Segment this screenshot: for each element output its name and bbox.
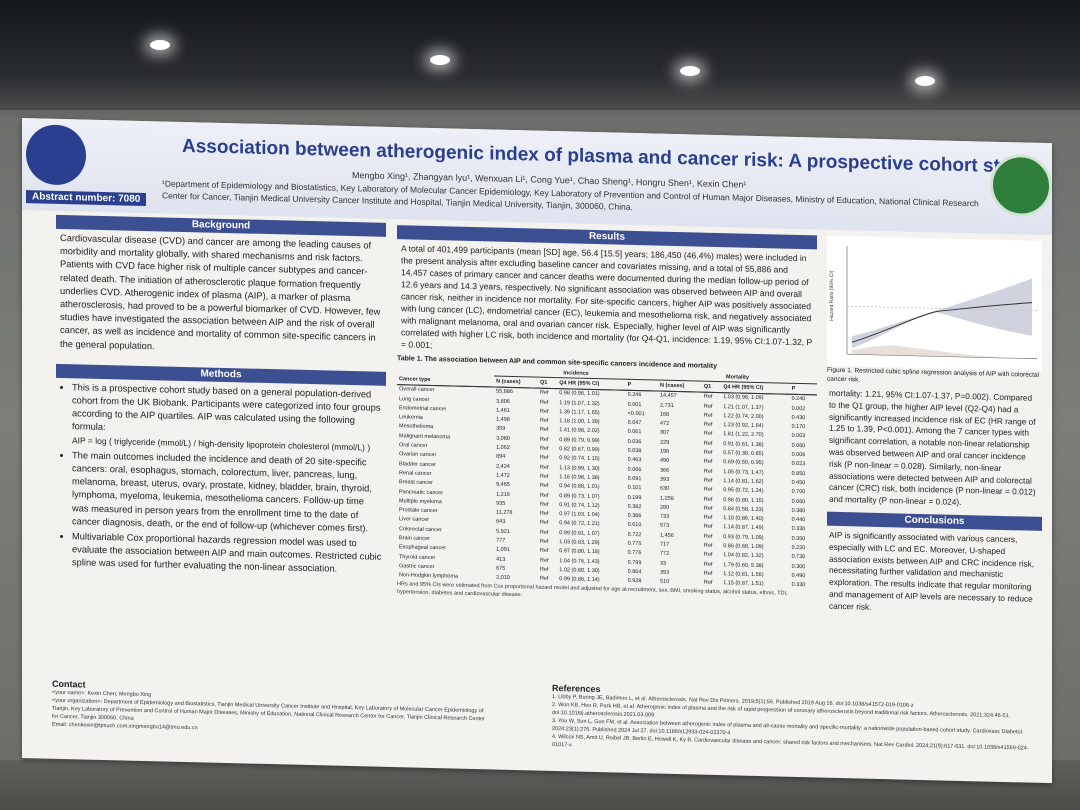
table-cell: Ref xyxy=(539,473,549,480)
table-cell: Ref xyxy=(539,529,549,536)
references-section: References 1. Libby P, Buring JE, Badimo… xyxy=(552,683,1042,761)
abstract-number: Abstract number: 7080 xyxy=(26,190,147,207)
table-cell: Ref xyxy=(539,566,549,573)
conference-poster: Association between atherogenic index of… xyxy=(22,118,1052,784)
table-cell: Ref xyxy=(539,464,549,471)
table-cell: Ref xyxy=(539,389,549,397)
right-column: Hazard Ratio (95% CI) Figure 1. Restrict… xyxy=(827,235,1042,622)
exhibition-ceiling xyxy=(0,0,1080,110)
methods-body: This is a prospective cohort study based… xyxy=(56,378,386,583)
background-text: Cardiovascular disease (CVD) and cancer … xyxy=(60,232,381,351)
table-cell: Ref xyxy=(539,510,549,517)
table-cell: Ref xyxy=(539,520,549,527)
middle-column: Results A total of 401,499 participants … xyxy=(397,225,817,606)
table-cell: Ref xyxy=(539,427,549,434)
ceiling-light xyxy=(430,55,450,65)
table-cell: Ref xyxy=(539,575,549,583)
table-cell: Ref xyxy=(539,501,549,508)
table-cell: Ref xyxy=(703,412,713,419)
university-logo-left xyxy=(26,124,86,186)
table-body: Overall cancer 55,886 Ref 0.98 (0.96, 1.01)… xyxy=(397,384,817,590)
table-cell: Ref xyxy=(703,477,713,484)
table-cell: Ref xyxy=(703,542,713,549)
ceiling-light xyxy=(680,66,700,76)
table-cell: Ref xyxy=(703,496,713,503)
table-cell: 0.240 xyxy=(791,396,806,403)
table-cell: Ref xyxy=(703,403,713,410)
table-cell: Ref xyxy=(703,579,713,587)
results-continued: mortality: 1.21, 95% CI:1.07-1.37, P=0.0… xyxy=(829,387,1036,508)
table-cell: Ref xyxy=(703,524,713,531)
table-column-header: Q1 xyxy=(701,381,722,393)
table-cell: Ref xyxy=(703,393,713,401)
table-cell: Ref xyxy=(703,561,713,568)
table-cell: Ref xyxy=(703,533,713,540)
ceiling-light xyxy=(150,40,170,50)
table-cell: Ref xyxy=(539,445,549,452)
poster-title: Association between atherogenic index of… xyxy=(182,135,1034,178)
methods-item: The main outcomes included the incidence… xyxy=(72,449,382,536)
confidence-band xyxy=(852,278,1032,349)
table-cell: Ref xyxy=(703,431,713,438)
table-cell: Ref xyxy=(539,399,549,406)
methods-item: Multivariable Cox proportional hazards r… xyxy=(72,530,382,577)
table-cell: Ref xyxy=(703,514,713,521)
table-column-header: Q1 xyxy=(537,377,558,389)
table-cell: Ref xyxy=(703,551,713,559)
table-cell: Ref xyxy=(703,421,713,428)
table-cell: Ref xyxy=(703,449,713,456)
methods-item: This is a prospective cohort study based… xyxy=(72,381,382,455)
table-cell: Ref xyxy=(539,547,549,555)
table-cell: Ref xyxy=(539,557,549,564)
ceiling-light xyxy=(915,76,935,86)
table-cell: Ref xyxy=(539,436,549,443)
table-cell: Ref xyxy=(703,468,713,475)
figure-ylabel: Hazard Ratio (95% CI) xyxy=(829,270,835,321)
table-cell: Ref xyxy=(539,454,549,462)
distribution-histogram xyxy=(852,345,1032,359)
table-column-header: P xyxy=(789,383,817,395)
hospital-logo-right xyxy=(990,153,1052,218)
table-cell: Ref xyxy=(703,440,713,447)
table-cell: Ref xyxy=(539,538,549,545)
spline-plot: Hazard Ratio (95% CI) xyxy=(827,235,1042,371)
results-table: Incidence Mortality Cancer type N (cases)… xyxy=(397,364,817,590)
contact-section: Contact <your name>: Kexin Chen; Mengbo … xyxy=(52,679,492,740)
table-cell: Ref xyxy=(703,505,713,512)
methods-list: This is a prospective cohort study based… xyxy=(60,381,382,578)
table-cell: Ref xyxy=(703,570,713,577)
table-cell: Ref xyxy=(703,486,713,494)
left-column: Background Cardiovascular disease (CVD) … xyxy=(56,214,386,583)
spline-figure: Hazard Ratio (95% CI) xyxy=(827,235,1042,371)
table-cell: Ref xyxy=(539,482,549,490)
results-text: A total of 401,499 participants (mean [S… xyxy=(401,243,813,351)
table-cell: Ref xyxy=(539,408,549,415)
table-cell: Ref xyxy=(539,417,549,424)
table-cell: Ref xyxy=(539,492,549,499)
table-cell: Ref xyxy=(703,458,713,466)
conclusions-text: AIP is significantly associated with var… xyxy=(829,529,1035,612)
spline-curve xyxy=(851,302,1033,343)
